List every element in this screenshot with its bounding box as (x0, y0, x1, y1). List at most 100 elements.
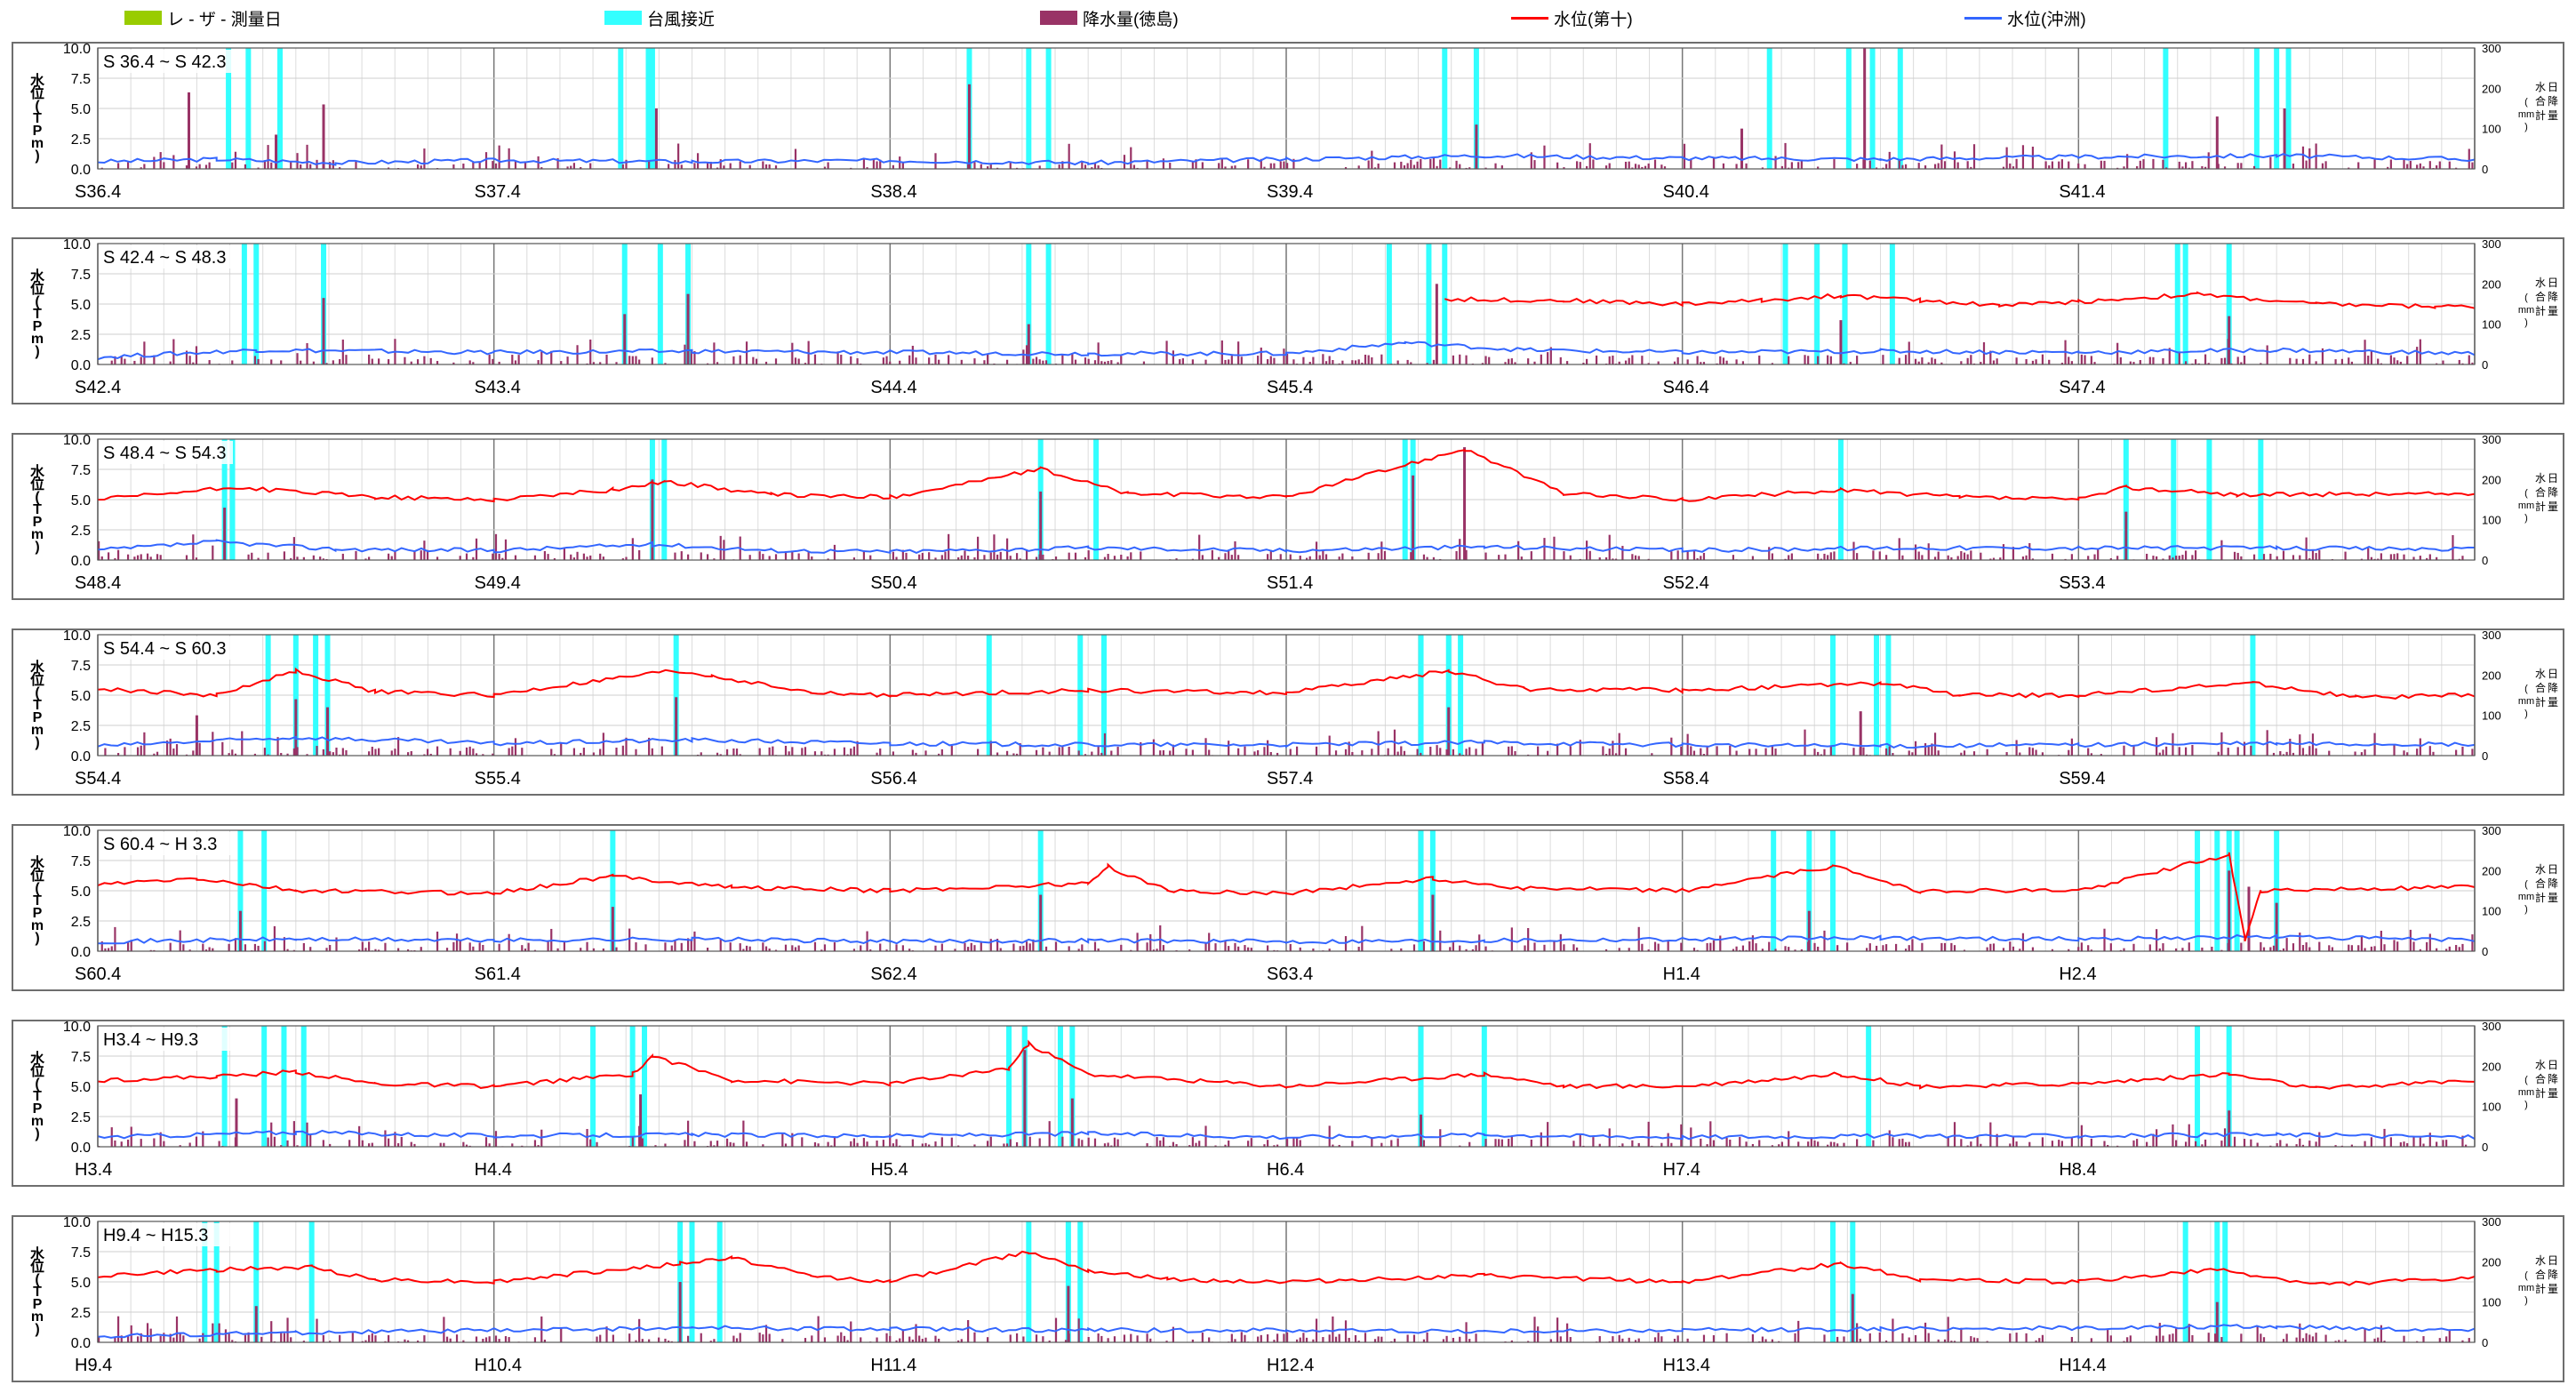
rain-bar (1345, 749, 1347, 756)
rain-bar (2146, 554, 2148, 560)
rain-bar (1257, 1337, 1259, 1342)
rain-bar (1918, 551, 1920, 560)
rain-bar (417, 359, 419, 364)
rain-bar (1648, 1122, 1650, 1147)
rain-bar (1631, 1141, 1633, 1147)
rain-bar (1484, 356, 1486, 364)
rain-bar (1813, 1141, 1815, 1147)
rain-bar (2110, 1335, 2112, 1342)
rain-bar (1924, 743, 1926, 756)
rain-bar (2403, 1141, 2404, 1147)
rain-bar (876, 161, 877, 169)
x-tick-label: S52.4 (1663, 573, 1709, 593)
rain-bar (2244, 1139, 2245, 1147)
rain-bar (1084, 164, 1086, 169)
rain-bar (961, 556, 963, 560)
rain-bar (1576, 948, 1578, 951)
rain-bar (1410, 160, 1412, 169)
rain-bar (1836, 1337, 1838, 1342)
rain-bar (1081, 1140, 1083, 1147)
rain-bar (2371, 947, 2372, 951)
rain-bar (769, 748, 771, 756)
rain-bar (980, 164, 982, 169)
rain-bar (1300, 556, 1301, 560)
rain-bar (1625, 162, 1627, 169)
rain-bar (1149, 1339, 1151, 1342)
rain-bar (2279, 1140, 2281, 1147)
typhoon-band (1771, 830, 1776, 951)
typhoon-band (1866, 1026, 1871, 1147)
typhoon-band (1814, 244, 1820, 364)
rain-bar (918, 555, 920, 560)
rain-bar (2406, 356, 2408, 364)
rain-bar (2149, 357, 2151, 364)
rain-bar (908, 356, 910, 364)
y2-axis-label-char: 水 (2535, 81, 2546, 93)
y2-tick-label: 200 (2482, 82, 2501, 95)
rain-bar (2253, 555, 2255, 560)
rain-bar (1228, 359, 1229, 364)
rain-bar (1061, 1137, 1063, 1147)
rain-bar (339, 359, 340, 364)
rain-bar (1319, 556, 1321, 560)
rain-bar (1931, 357, 1932, 364)
rain-bar (615, 748, 617, 756)
rain-bar (1586, 540, 1588, 560)
y2-tick-label: 100 (2482, 905, 2501, 918)
rain-bar (1566, 1324, 1568, 1342)
rain-spike (294, 700, 297, 756)
rain-bar (2091, 1139, 2092, 1147)
rain-bar (2429, 746, 2431, 756)
rain-bar (394, 749, 396, 756)
rain-bar (1586, 359, 1588, 364)
rain-bar (632, 356, 634, 364)
rain-bar (1957, 556, 1959, 560)
rain-bar (1117, 1140, 1119, 1147)
rain-bar (528, 943, 530, 951)
rain-bar (2016, 1141, 2018, 1147)
rain-bar (479, 162, 481, 169)
rain-bar (1114, 1138, 1116, 1147)
y2-axis-label-char: mm (2518, 696, 2534, 707)
rain-bar (1576, 161, 1578, 169)
rain-bar (1257, 750, 1259, 756)
typhoon-band (2274, 48, 2279, 169)
rain-bar (856, 358, 858, 364)
rain-bar (1114, 1336, 1116, 1342)
rain-bar (2318, 1133, 2320, 1147)
rain-bar (499, 944, 500, 951)
rain-bar (1322, 354, 1324, 364)
rain-bar (306, 145, 308, 169)
y-tick-label: 0.0 (71, 1336, 91, 1351)
rain-bar (2461, 556, 2463, 560)
rain-bar (2087, 556, 2089, 560)
x-tick-label: H10.4 (475, 1356, 522, 1375)
rain-spike (2228, 1110, 2230, 1147)
rain-bar (1719, 935, 1721, 951)
rain-bar (388, 1335, 389, 1342)
rain-bar (1589, 551, 1591, 560)
rain-bar (104, 749, 106, 756)
rain-bar (1882, 945, 1884, 951)
rain-bar (693, 163, 695, 169)
rain-bar (1068, 144, 1070, 169)
rain-bar (918, 1335, 920, 1342)
y2-axis-label-char: 計 (2535, 891, 2546, 904)
rain-spike (1431, 895, 1434, 951)
rain-bar (423, 1335, 425, 1342)
x-tick-label: S45.4 (1267, 378, 1313, 397)
rain-bar (1970, 355, 1972, 364)
rain-bar (1195, 1143, 1196, 1147)
rain-bar (378, 749, 380, 756)
rain-bar (374, 1335, 376, 1342)
y2-axis-label-char: 合 (2535, 290, 2546, 303)
rain-bar (170, 943, 172, 951)
rain-bar (199, 743, 201, 756)
rain-bar (1781, 1141, 1783, 1147)
rain-bar (804, 1338, 806, 1342)
x-tick-label: S53.4 (2059, 573, 2105, 593)
rain-bar (1560, 1336, 1562, 1342)
rain-bar (2218, 752, 2220, 756)
rain-bar (1768, 547, 1770, 560)
rain-bar (1316, 747, 1317, 756)
